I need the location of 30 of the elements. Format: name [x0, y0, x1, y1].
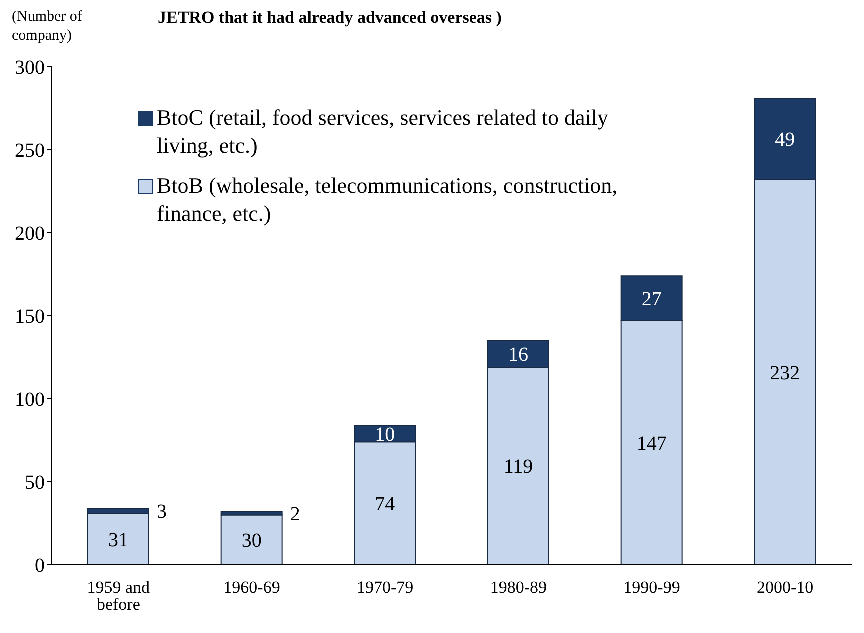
y-tick-label: 300 [15, 57, 45, 80]
y-tick-label: 100 [15, 389, 45, 412]
x-tick-label: 2000-10 [756, 578, 814, 598]
x-tick-label: 1960-69 [224, 578, 280, 598]
data-label: 49 [775, 129, 796, 152]
data-label: 16 [508, 344, 528, 366]
x-tick-label: 1970-79 [356, 578, 414, 598]
bar [220, 514, 283, 565]
data-label: 232 [770, 362, 800, 384]
y-tick-label: 150 [15, 306, 45, 328]
legend-label: BtoB (wholesale, telecommunications, construction, finance, etc.) [157, 172, 619, 228]
y-tick-label: 200 [15, 223, 45, 246]
y-tick-label: 250 [15, 140, 45, 162]
data-label: 31 [108, 529, 128, 552]
data-label: 10 [375, 424, 396, 446]
y-tick-label: 0 [35, 555, 45, 578]
data-label: 3 [157, 501, 167, 524]
data-label: 119 [504, 456, 534, 478]
x-tick-label: 1980-89 [490, 578, 548, 598]
y-axis-title: (Number of company) [12, 8, 84, 46]
chart-title: JETRO that it had already advanced overseas ) [158, 8, 502, 27]
x-tick-label: 1959 and before [87, 578, 151, 614]
data-label: 74 [375, 494, 396, 516]
x-tick-label: 1990-99 [624, 578, 680, 598]
data-label: 147 [636, 432, 667, 455]
data-label: 2 [290, 504, 300, 526]
data-label: 27 [642, 288, 662, 311]
data-label: 30 [242, 530, 262, 552]
y-tick-label: 50 [25, 472, 45, 494]
legend-label: BtoC (retail, food services, services related to daily living, etc.) [157, 104, 610, 160]
